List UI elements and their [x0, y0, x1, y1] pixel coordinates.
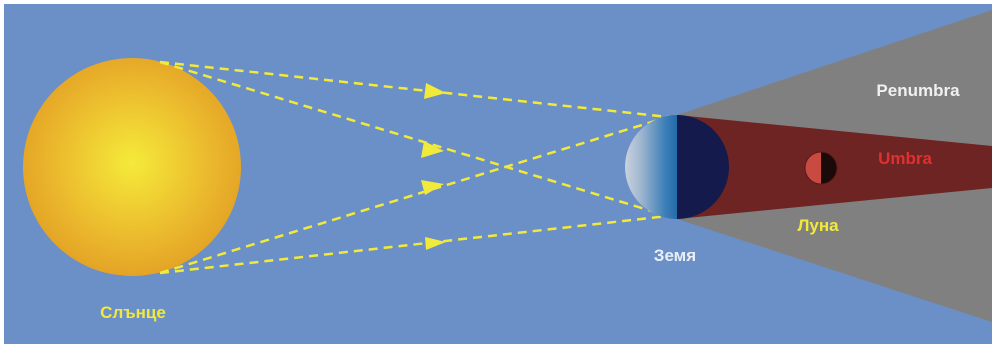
arrow-bottom-straight: [425, 237, 446, 250]
light-rays: [159, 60, 669, 275]
ray-arrows: [421, 83, 446, 250]
moon: [804, 151, 838, 185]
moon-label: Луна: [797, 216, 839, 235]
arrow-top-straight: [424, 83, 446, 99]
ray-bottom-straight: [159, 214, 669, 275]
arrow-top-cross: [421, 141, 444, 158]
umbra-label: Umbra: [878, 149, 932, 168]
sun: [23, 58, 241, 276]
ray-top-straight: [159, 60, 669, 119]
earth-label: Земя: [654, 246, 696, 265]
sun-label: Слънце: [100, 303, 166, 322]
arrow-bottom-cross: [421, 180, 444, 195]
ray-top-cross: [159, 60, 669, 218]
penumbra-label: Penumbra: [876, 81, 960, 100]
ray-bottom-cross: [159, 115, 669, 275]
